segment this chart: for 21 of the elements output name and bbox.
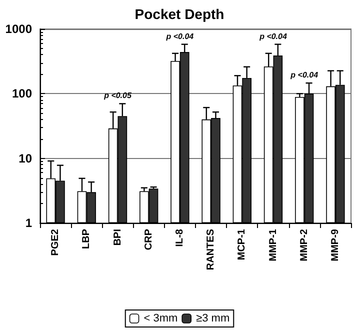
x-tick-label: CRP — [143, 228, 154, 250]
x-tick-label: MMP-2 — [298, 228, 310, 262]
x-tick-label: LBP — [81, 228, 92, 249]
y-tick-label: 10 — [18, 151, 32, 166]
x-tick-label: MCP-1 — [236, 228, 248, 260]
annotation: p <0.04 — [290, 70, 319, 80]
legend-label: ≥3 mm — [196, 312, 230, 324]
annotation: p <0.04 — [258, 32, 288, 41]
x-tick-label: MMP-1 — [268, 228, 279, 262]
annotation: p <0.04 — [165, 32, 194, 41]
y-tick-label: 1000 — [5, 22, 32, 36]
x-tick-label: MMP-9 — [330, 228, 341, 262]
x-tick-label: BPI — [112, 228, 124, 246]
chart-title: Pocket Depth — [134, 6, 224, 22]
annotation: p <0.05 — [103, 91, 132, 100]
x-tick-label: RANTES — [206, 228, 217, 270]
x-tick-label: PGE2 — [50, 228, 62, 256]
legend-label: < 3mm — [144, 312, 178, 324]
y-tick-label: 1 — [25, 216, 32, 230]
y-tick-label: 100 — [12, 86, 32, 101]
x-tick-label: IL-8 — [174, 228, 186, 247]
